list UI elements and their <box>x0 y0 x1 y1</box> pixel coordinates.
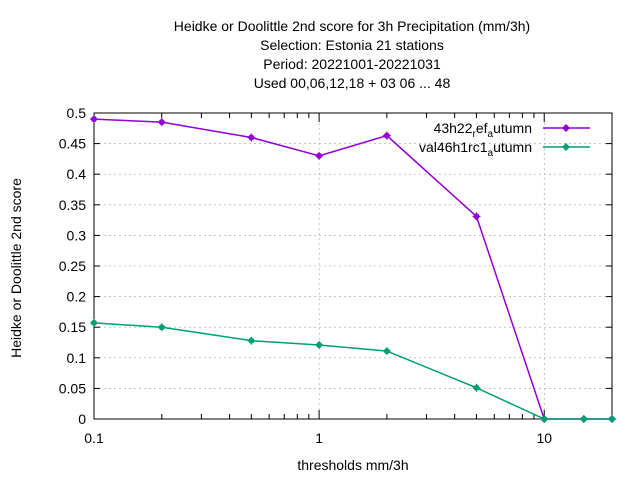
y-axis-label: Heidke or Doolittle 2nd score <box>8 178 24 358</box>
y-tick-label: 0.1 <box>67 350 87 366</box>
y-tick-label: 0.2 <box>67 289 87 305</box>
axis-ticks: 0 0.05 0.1 0.15 0.2 0.25 0.3 0.35 0.4 0.45 0.5 0.1 1… <box>59 105 613 446</box>
data-point <box>315 151 324 160</box>
data-point <box>472 212 481 221</box>
data-point <box>90 318 98 327</box>
x-tick-label: 10 <box>536 430 552 446</box>
data-point <box>157 323 166 332</box>
data-point <box>382 131 391 140</box>
y-tick-label: 0.5 <box>67 105 87 121</box>
x-axis-label: thresholds mm/3h <box>297 457 408 473</box>
y-tick-label: 0.4 <box>67 166 87 182</box>
chart-title: Heidke or Doolittle 2nd score for 3h Pre… <box>174 18 530 91</box>
y-tick-label: 0.05 <box>59 380 86 396</box>
data-point <box>579 415 588 423</box>
data-point <box>382 347 391 356</box>
y-tick-label: 0 <box>78 411 86 427</box>
y-tick-label: 0.25 <box>59 258 86 274</box>
legend-label-2: val46h1rc1autumn <box>419 139 532 159</box>
data-point <box>472 383 481 392</box>
data-point <box>247 336 256 345</box>
chart-title-line-1: Heidke or Doolittle 2nd score for 3h Pre… <box>174 18 530 34</box>
series-line-2 <box>93 322 612 420</box>
x-tick-label: 0.1 <box>84 430 104 446</box>
series-line-1 <box>93 118 612 420</box>
chart-title-line-4: Used 00,06,12,18 + 03 06 ... 48 <box>254 75 451 91</box>
data-point <box>157 118 166 127</box>
chart-title-line-2: Selection: Estonia 21 stations <box>260 37 444 53</box>
data-point <box>247 133 256 142</box>
y-tick-label: 0.3 <box>67 227 87 243</box>
data-point <box>315 340 324 349</box>
y-tick-label: 0.15 <box>59 319 86 335</box>
y-tick-label: 0.45 <box>59 136 86 152</box>
y-tick-label: 0.35 <box>59 197 86 213</box>
data-point <box>90 115 98 124</box>
x-tick-label: 1 <box>315 430 323 446</box>
legend-label-1: 43h22refautumn <box>434 120 532 140</box>
series-lines <box>90 115 616 423</box>
data-point <box>608 415 616 423</box>
data-point <box>540 415 549 423</box>
chart-title-line-3: Period: 20221001-20221031 <box>263 56 441 72</box>
grid <box>94 113 612 419</box>
